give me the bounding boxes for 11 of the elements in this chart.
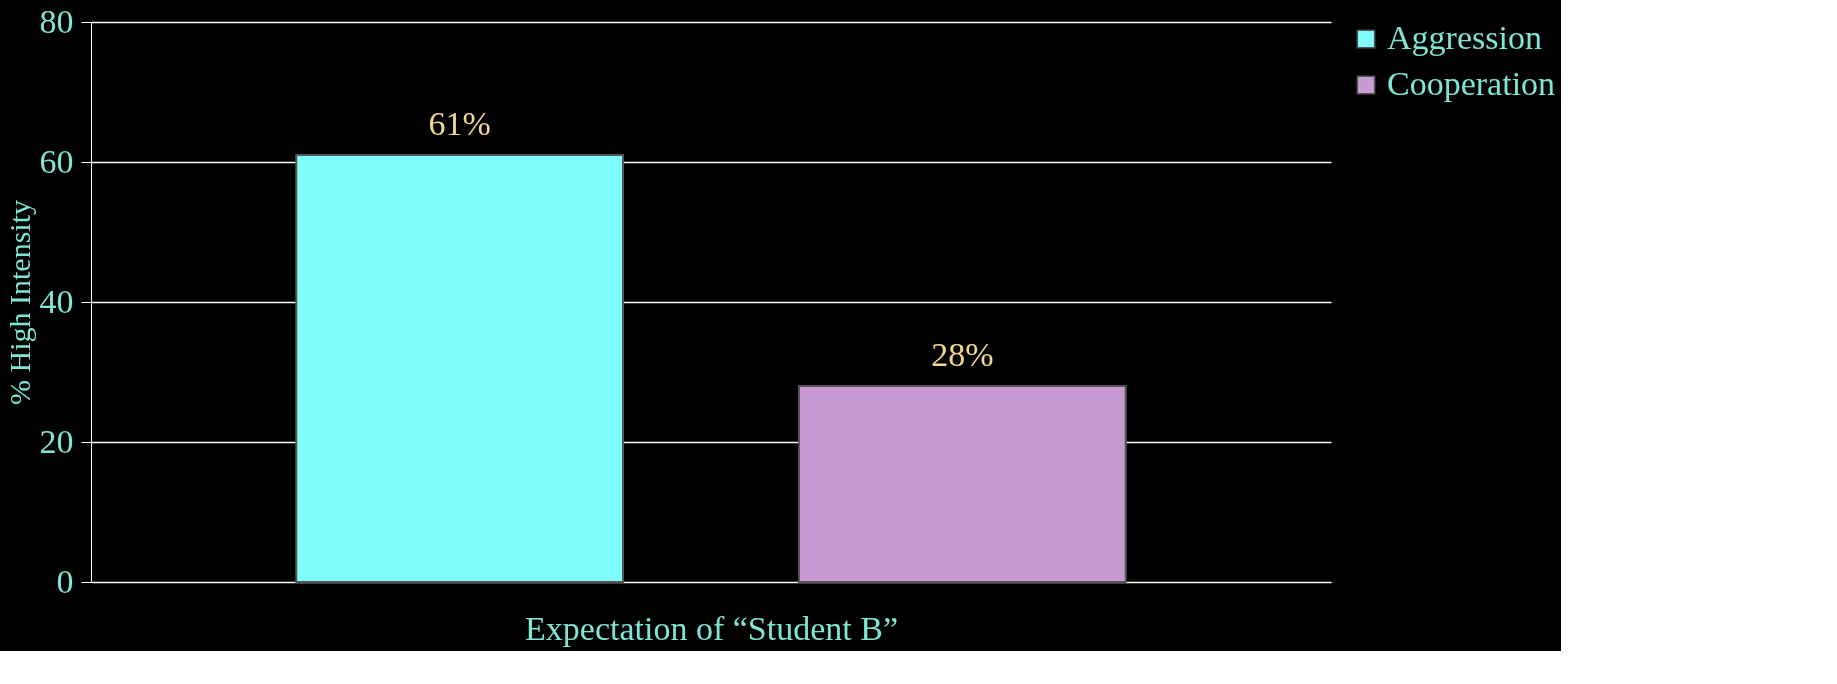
y-tick-label: 40 — [39, 282, 74, 320]
x-axis-title: Expectation of “Student B” — [525, 609, 898, 647]
legend-label: Aggression — [1387, 19, 1542, 56]
y-tick-label: 20 — [39, 422, 74, 460]
data-label: 28% — [931, 336, 994, 373]
legend-label: Cooperation — [1387, 65, 1556, 102]
y-axis-title: % High Intensity — [2, 200, 36, 405]
y-tick-label: 80 — [39, 2, 74, 40]
y-tick-label: 0 — [56, 562, 74, 600]
y-tick-label: 60 — [39, 142, 74, 180]
data-label: 61% — [428, 105, 491, 142]
